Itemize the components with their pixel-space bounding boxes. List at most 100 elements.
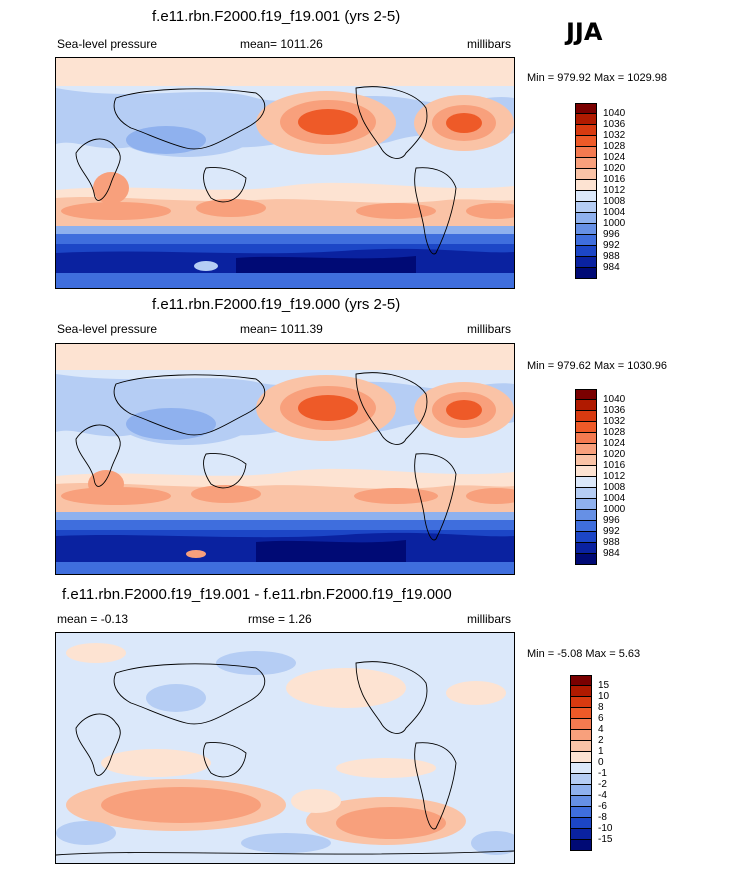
legend-label: -10 — [598, 823, 613, 834]
legend-label: 1036 — [603, 119, 626, 130]
legend-swatch — [575, 136, 597, 147]
panel3-units: millibars — [467, 612, 512, 626]
legend-label: 992 — [603, 526, 620, 537]
legend-label: 1012 — [603, 185, 626, 196]
legend-label: -15 — [598, 834, 613, 845]
panel3-map — [55, 632, 515, 864]
panel2-minmax: Min = 979.62 Max = 1030.96 — [527, 360, 668, 372]
legend-label: 1020 — [603, 449, 626, 460]
legend-swatch — [570, 829, 592, 840]
legend-label: 992 — [603, 240, 620, 251]
legend-swatch — [570, 752, 592, 763]
panel1-map — [55, 57, 515, 289]
legend-swatch — [570, 796, 592, 807]
legend-swatch — [575, 488, 597, 499]
legend-label: 1024 — [603, 152, 626, 163]
legend-swatch — [575, 114, 597, 125]
panel2-title: f.e11.rbn.F2000.f19_f19.000 (yrs 2-5) — [152, 296, 401, 313]
legend-swatch — [575, 158, 597, 169]
legend-label: 1032 — [603, 416, 626, 427]
legend-label: 988 — [603, 537, 620, 548]
legend-swatch — [570, 840, 592, 851]
legend-swatch — [575, 422, 597, 433]
legend-label: 8 — [598, 702, 604, 713]
panel3-minmax: Min = -5.08 Max = 5.63 — [527, 648, 641, 660]
legend-swatch — [575, 246, 597, 257]
panel2-mean: mean= 1011.39 — [240, 322, 323, 336]
legend-label: 1 — [598, 746, 604, 757]
legend-label: 1028 — [603, 141, 626, 152]
legend-label: 1020 — [603, 163, 626, 174]
legend-label: 4 — [598, 724, 604, 735]
legend-label: 1004 — [603, 207, 626, 218]
legend-swatch — [570, 807, 592, 818]
legend-swatch — [575, 257, 597, 268]
legend-label: 1012 — [603, 471, 626, 482]
legend-label: 1016 — [603, 174, 626, 185]
legend-label: -1 — [598, 768, 607, 779]
legend-swatch — [575, 202, 597, 213]
legend-label: 1036 — [603, 405, 626, 416]
panel1-units: millibars — [467, 37, 512, 51]
legend-label: 1000 — [603, 504, 626, 515]
legend-label: -8 — [598, 812, 607, 823]
legend-label: 1000 — [603, 218, 626, 229]
legend-label: 1016 — [603, 460, 626, 471]
legend-swatch — [575, 169, 597, 180]
legend-swatch — [575, 400, 597, 411]
legend-swatch — [575, 466, 597, 477]
legend-label: 1008 — [603, 196, 626, 207]
legend-label: 1008 — [603, 482, 626, 493]
legend-label: -4 — [598, 790, 607, 801]
legend-swatch — [570, 697, 592, 708]
legend-swatch — [575, 125, 597, 136]
legend-swatch — [570, 763, 592, 774]
legend-label: 1024 — [603, 438, 626, 449]
legend-swatch — [575, 554, 597, 565]
panel3-rmse: rmse = 1.26 — [248, 612, 312, 626]
legend-swatch — [575, 268, 597, 279]
legend-label: 15 — [598, 680, 610, 691]
legend-swatch — [570, 741, 592, 752]
legend-swatch — [575, 147, 597, 158]
legend-swatch — [575, 180, 597, 191]
panel1-mean: mean= 1011.26 — [240, 37, 323, 51]
panel2-units: millibars — [467, 322, 512, 336]
legend-label: 0 — [598, 757, 604, 768]
legend-label: 2 — [598, 735, 604, 746]
legend-swatch — [575, 389, 597, 400]
legend-swatch — [575, 103, 597, 114]
panel1-minmax: Min = 979.92 Max = 1029.98 — [527, 72, 668, 84]
legend-swatch — [575, 213, 597, 224]
legend-swatch — [570, 730, 592, 741]
legend-swatch — [575, 455, 597, 466]
legend-label: 10 — [598, 691, 610, 702]
legend-swatch — [570, 675, 592, 686]
panel1-left-label: Sea-level pressure — [57, 37, 158, 51]
legend-swatch — [570, 719, 592, 730]
legend-swatch — [575, 444, 597, 455]
legend-swatch — [570, 708, 592, 719]
season-label: JJA — [566, 18, 603, 46]
legend-label: 1004 — [603, 493, 626, 504]
panel2-left-label: Sea-level pressure — [57, 322, 158, 336]
legend-swatch — [570, 686, 592, 697]
legend-swatch — [575, 411, 597, 422]
panel2-map — [55, 343, 515, 575]
legend-label: -6 — [598, 801, 607, 812]
legend-label: 996 — [603, 515, 620, 526]
panel3-mean: mean = -0.13 — [57, 612, 129, 626]
legend-swatch — [570, 785, 592, 796]
legend-swatch — [570, 818, 592, 829]
legend-swatch — [575, 191, 597, 202]
legend-swatch — [575, 543, 597, 554]
legend-label: -2 — [598, 779, 607, 790]
legend-swatch — [575, 477, 597, 488]
legend-swatch — [575, 510, 597, 521]
legend-label: 1032 — [603, 130, 626, 141]
legend-swatch — [575, 433, 597, 444]
legend-label: 984 — [603, 548, 620, 559]
panel3-title: f.e11.rbn.F2000.f19_f19.001 - f.e11.rbn.… — [62, 586, 452, 603]
legend-swatch — [575, 499, 597, 510]
legend-swatch — [575, 532, 597, 543]
